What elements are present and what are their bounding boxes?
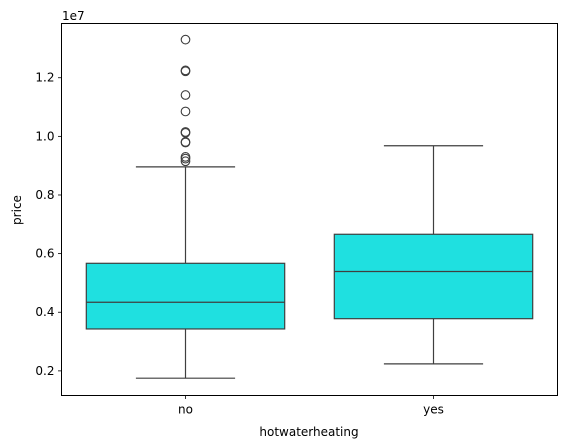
x-axis: no yes	[178, 395, 444, 417]
outlier-point	[180, 66, 191, 77]
outlier-point	[180, 34, 191, 45]
x-tick-label: no	[178, 403, 193, 417]
y-tick-label: 0.4	[35, 305, 54, 319]
boxes-layer	[85, 34, 534, 379]
y-offset-label: 1e7	[62, 9, 85, 23]
y-tick-label: 0.6	[35, 247, 54, 261]
box-iqr	[85, 262, 286, 330]
box-iqr	[333, 233, 534, 320]
box-group-no	[85, 34, 286, 379]
y-tick-label: 0.2	[35, 364, 54, 378]
outlier-point	[180, 153, 191, 164]
x-tick-label: yes	[423, 403, 444, 417]
plot-area	[61, 23, 558, 396]
y-tick-label: 1.2	[35, 71, 54, 85]
box-group-yes	[333, 145, 534, 365]
outlier-point	[180, 156, 191, 167]
y-tick-label: 1.0	[35, 129, 54, 143]
y-axis-label: price	[10, 195, 24, 225]
y-tick-label: 0.8	[35, 188, 54, 202]
y-axis: 0.2 0.4 0.6 0.8 1.0 1.2	[35, 71, 62, 378]
outlier-point	[180, 90, 191, 100]
outlier-point	[180, 137, 191, 148]
x-axis-label: hotwaterheating	[259, 425, 358, 439]
outlier-point	[180, 106, 191, 117]
